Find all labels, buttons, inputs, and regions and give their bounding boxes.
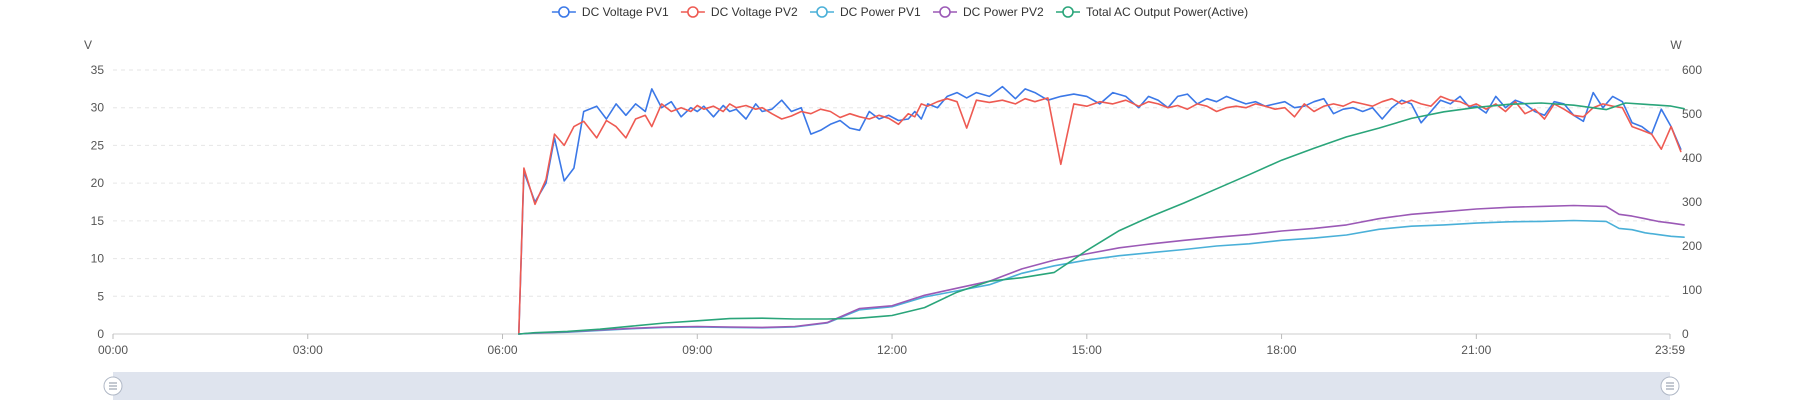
zoom-slider-track[interactable] — [113, 372, 1670, 400]
legend-marker — [816, 6, 828, 18]
x-tick-label: 03:00 — [293, 343, 323, 357]
y-left-tick-label: 20 — [91, 176, 105, 190]
x-tick-label: 23:59 — [1655, 343, 1685, 357]
y-right-tick-label: 400 — [1682, 151, 1702, 165]
plot-area — [517, 85, 1685, 335]
legend-item-dc-power-pv2[interactable]: DC Power PV2 — [933, 5, 1044, 19]
legend-label: Total AC Output Power(Active) — [1086, 5, 1248, 19]
series-line-dc-voltage-pv1[interactable] — [517, 85, 1682, 335]
legend-label: DC Voltage PV1 — [582, 5, 669, 19]
y-left-tick-label: 30 — [91, 101, 105, 115]
y-left-tick-label: 10 — [91, 252, 105, 266]
x-tick-label: 00:00 — [98, 343, 128, 357]
series-line-dc-voltage-pv2[interactable] — [517, 95, 1682, 335]
zoom-slider-right-handle[interactable] — [1660, 376, 1680, 396]
legend-label: DC Power PV2 — [963, 5, 1044, 19]
x-tick-label: 12:00 — [877, 343, 907, 357]
y-right-tick-label: 300 — [1682, 195, 1702, 209]
y-right-tick-label: 500 — [1682, 107, 1702, 121]
y-right-axis: 0 100 200 300 400 500 600 — [1682, 63, 1702, 341]
y-left-unit: V — [84, 38, 92, 52]
legend-marker — [558, 6, 570, 18]
zoom-slider-left-handle[interactable] — [103, 376, 123, 396]
x-tick-label: 09:00 — [682, 343, 712, 357]
legend-item-dc-voltage-pv1[interactable]: DC Voltage PV1 — [551, 5, 669, 19]
y-right-tick-label: 600 — [1682, 63, 1702, 77]
y-left-tick-label: 5 — [97, 289, 104, 303]
grid — [113, 69, 1670, 335]
legend-item-total-ac-output-power-active[interactable]: Total AC Output Power(Active) — [1056, 5, 1248, 19]
legend-label: DC Power PV1 — [840, 5, 921, 19]
x-tick-label: 06:00 — [488, 343, 518, 357]
legend-marker — [687, 6, 699, 18]
legend-item-dc-power-pv1[interactable]: DC Power PV1 — [810, 5, 921, 19]
legend-marker — [939, 6, 951, 18]
y-left-tick-label: 25 — [91, 138, 105, 152]
legend-marker — [1062, 6, 1074, 18]
y-left-tick-label: 15 — [91, 214, 105, 228]
x-tick-label: 21:00 — [1461, 343, 1491, 357]
legend-label: DC Voltage PV2 — [711, 5, 798, 19]
series-line-dc-power-pv1[interactable] — [517, 219, 1685, 335]
x-tick-label: 18:00 — [1267, 343, 1297, 357]
x-tick-label: 15:00 — [1072, 343, 1102, 357]
series-line-total-ac-output-power-active[interactable] — [517, 102, 1685, 335]
y-left-tick-label: 0 — [97, 327, 104, 341]
y-left-tick-label: 35 — [91, 63, 105, 77]
legend-item-dc-voltage-pv2[interactable]: DC Voltage PV2 — [680, 5, 798, 19]
x-axis: 00:00 03:00 06:00 09:00 12:00 15:00 18:00 21:00… — [98, 334, 1685, 357]
series-line-dc-power-pv2[interactable] — [517, 204, 1685, 335]
y-right-tick-label: 0 — [1682, 327, 1689, 341]
y-right-tick-label: 100 — [1682, 283, 1702, 297]
y-right-tick-label: 200 — [1682, 239, 1702, 253]
legend[interactable]: DC Voltage PV1 DC Voltage PV2 DC Power PV1… — [551, 5, 1248, 19]
zoom-slider[interactable] — [103, 372, 1680, 400]
y-left-axis: 0 5 10 15 20 25 30 35 — [91, 63, 105, 341]
y-right-unit: W — [1670, 38, 1682, 52]
